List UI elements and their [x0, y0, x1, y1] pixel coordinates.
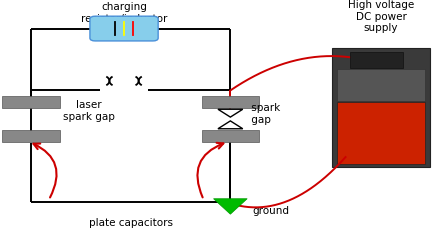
FancyBboxPatch shape — [337, 102, 425, 164]
Polygon shape — [218, 109, 243, 117]
FancyBboxPatch shape — [90, 16, 158, 41]
Text: charging
resistor/inductor: charging resistor/inductor — [81, 2, 167, 24]
FancyBboxPatch shape — [332, 48, 430, 167]
Text: ground: ground — [253, 206, 290, 216]
FancyBboxPatch shape — [2, 130, 60, 142]
Polygon shape — [214, 199, 247, 214]
Text: laser
spark gap: laser spark gap — [62, 100, 115, 122]
Text: High voltage
DC power
supply: High voltage DC power supply — [348, 0, 414, 33]
Text: spark
 gap: spark gap — [248, 104, 280, 125]
FancyBboxPatch shape — [2, 96, 60, 108]
FancyBboxPatch shape — [202, 96, 259, 108]
Text: plate capacitors: plate capacitors — [89, 218, 173, 228]
FancyBboxPatch shape — [350, 52, 403, 68]
Polygon shape — [218, 121, 243, 129]
FancyBboxPatch shape — [337, 69, 425, 101]
FancyBboxPatch shape — [202, 130, 259, 142]
